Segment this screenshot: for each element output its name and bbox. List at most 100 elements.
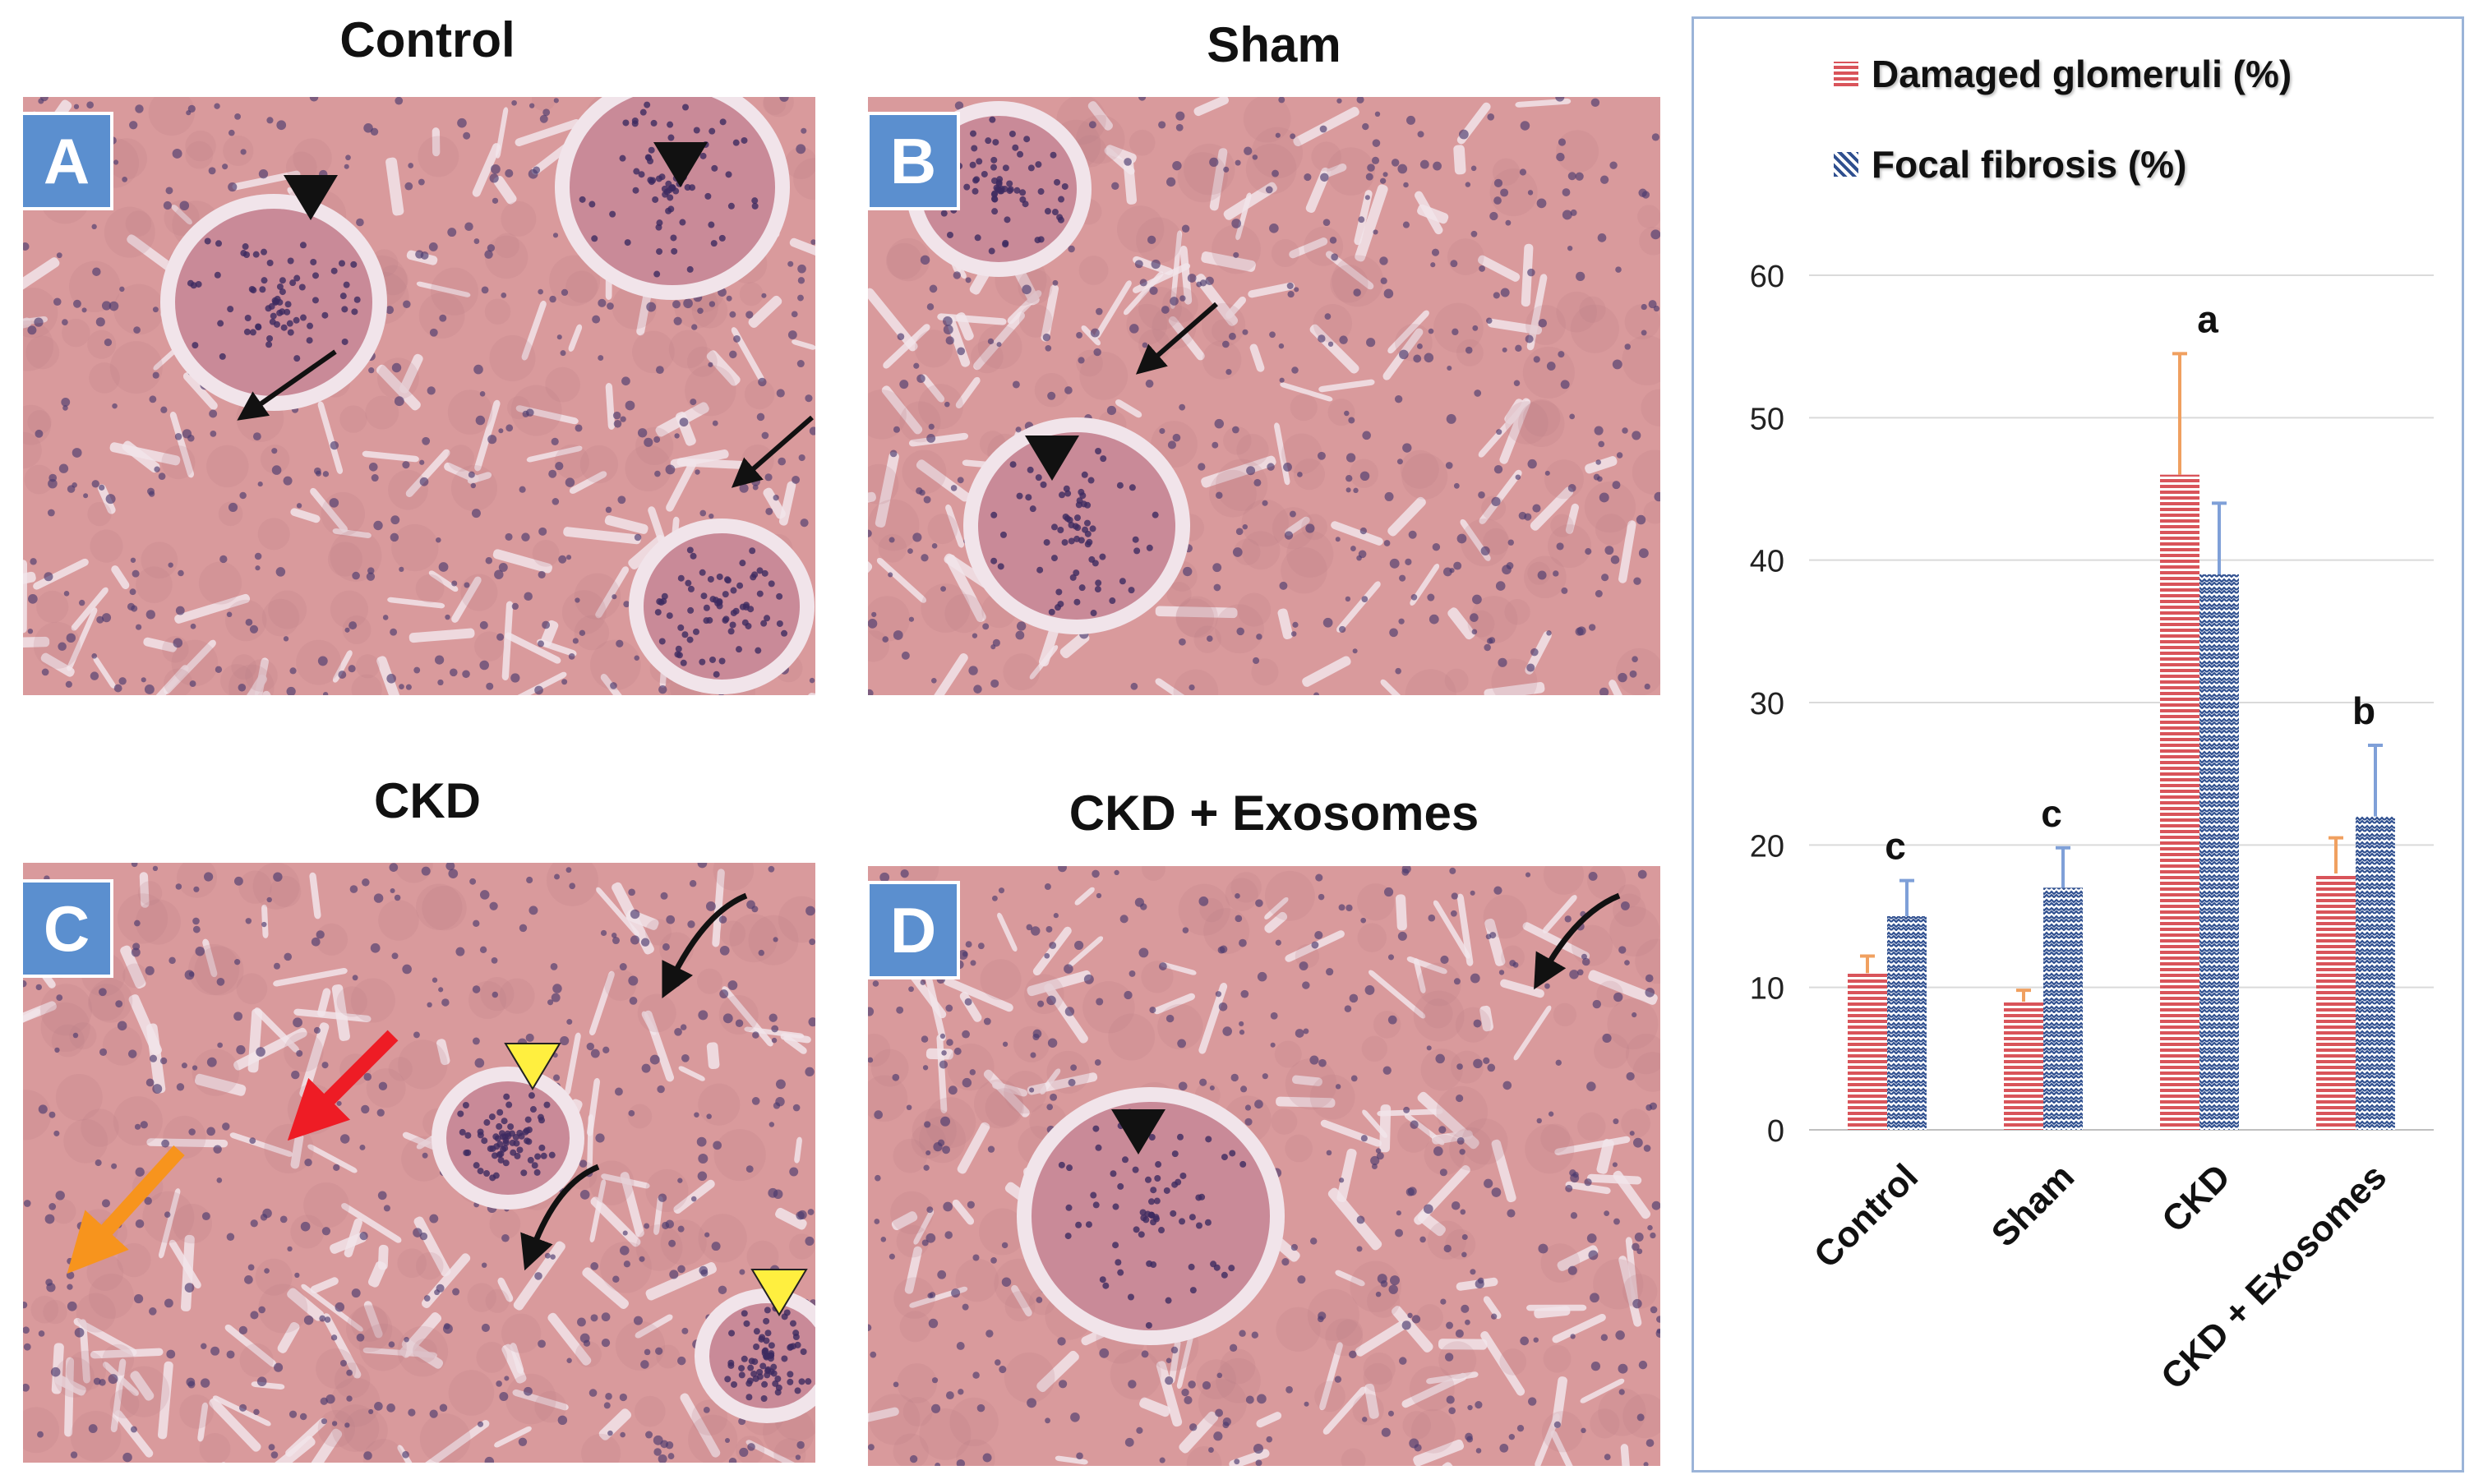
glomerular-nucleus: [631, 117, 639, 124]
glomerular-nucleus: [1112, 1203, 1119, 1210]
cell-shade: [1637, 205, 1660, 228]
nucleus: [1637, 869, 1647, 879]
nucleus: [244, 1275, 253, 1284]
cell-shade: [1543, 1344, 1572, 1373]
cell-shade: [388, 469, 428, 510]
nucleus: [1199, 1078, 1207, 1086]
nucleus: [1460, 1209, 1466, 1215]
nucleus: [1147, 235, 1156, 245]
cell-shade: [447, 389, 493, 435]
nucleus: [1266, 1436, 1273, 1443]
glomerular-nucleus: [1145, 1321, 1152, 1329]
glomerular-nucleus: [1133, 1226, 1140, 1233]
cell-shade: [76, 1293, 116, 1333]
nucleus: [946, 1039, 953, 1046]
nucleus: [1546, 630, 1552, 636]
nucleus: [1124, 990, 1133, 1000]
nucleus: [796, 144, 806, 154]
nucleus: [1419, 1236, 1426, 1243]
nucleus: [939, 1060, 949, 1069]
nucleus: [427, 1002, 432, 1008]
nucleus: [288, 1410, 298, 1418]
nucleus: [1064, 386, 1073, 394]
nucleus: [368, 1408, 374, 1414]
nucleus: [149, 1054, 158, 1062]
nucleus: [1314, 931, 1323, 940]
nucleus: [279, 1215, 288, 1224]
nucleus: [703, 1406, 710, 1413]
cell-shade: [632, 330, 675, 374]
nucleus: [987, 1145, 995, 1153]
glomerular-nucleus: [1179, 1218, 1186, 1225]
cell-shade: [1522, 399, 1561, 437]
glomerular-nucleus: [988, 247, 995, 255]
nucleus: [226, 1350, 235, 1359]
cell-shade: [1136, 217, 1183, 264]
cell-shade: [1276, 1307, 1321, 1352]
nucleus: [1317, 451, 1326, 460]
nucleus: [1030, 1052, 1036, 1058]
tubule-lumen: [569, 471, 607, 494]
nucleus: [213, 1145, 222, 1154]
nucleus: [970, 960, 976, 966]
tubule-lumen: [1264, 896, 1289, 919]
nucleus: [192, 925, 201, 933]
nucleus: [668, 1239, 676, 1247]
nucleus: [1265, 186, 1273, 194]
nucleus: [991, 895, 998, 901]
nucleus: [1202, 1380, 1212, 1390]
nucleus: [560, 350, 566, 357]
glomerular-nucleus: [763, 1337, 770, 1344]
nucleus: [797, 277, 805, 284]
nucleus: [505, 424, 514, 432]
cell-shade: [135, 899, 181, 945]
cell-shade: [350, 1304, 389, 1342]
cell-shade: [413, 1338, 437, 1363]
nucleus: [942, 1145, 951, 1154]
glomerular-nucleus: [729, 621, 736, 629]
cell-shade: [1108, 1013, 1156, 1061]
cell-shade: [177, 863, 217, 898]
y-tick-label: 30: [1750, 687, 1784, 721]
cell-shade: [391, 523, 439, 572]
glomerular-nucleus: [998, 185, 1005, 192]
nucleus: [1524, 513, 1532, 521]
tubule-lumen: [376, 656, 405, 695]
nucleus: [654, 470, 661, 477]
nucleus: [1570, 1212, 1578, 1219]
nucleus: [1447, 365, 1452, 371]
glomerular-nucleus: [293, 355, 301, 362]
nucleus: [1235, 159, 1241, 166]
cell-shade: [1438, 1341, 1477, 1380]
glomerular-nucleus: [477, 1128, 484, 1136]
nucleus: [926, 303, 935, 311]
glomerular-nucleus: [1127, 1293, 1134, 1301]
nucleus: [344, 164, 349, 169]
tubule-lumen: [875, 452, 899, 528]
nucleus: [1618, 946, 1627, 954]
nucleus: [1255, 1459, 1262, 1466]
nucleus: [1624, 343, 1631, 350]
tubule-lumen: [474, 399, 501, 472]
nucleus: [962, 951, 968, 957]
cell-shade: [979, 1208, 1026, 1256]
nucleus: [1446, 413, 1456, 424]
tubule-lumen: [636, 285, 653, 336]
glomerular-nucleus: [787, 1371, 794, 1378]
glomerular-nucleus: [1009, 461, 1017, 468]
nucleus: [987, 338, 995, 345]
cell-shade: [118, 1366, 170, 1417]
nucleus: [1315, 873, 1323, 882]
nucleus: [620, 416, 626, 422]
nucleus: [672, 300, 681, 309]
nucleus: [1442, 567, 1452, 577]
nucleus: [1365, 173, 1373, 181]
cell-shade: [1643, 500, 1660, 524]
tubule-lumen: [109, 442, 181, 466]
nucleus: [926, 433, 936, 443]
tubule-lumen: [1625, 1237, 1639, 1305]
nucleus: [501, 1233, 510, 1242]
nucleus: [510, 673, 520, 683]
nucleus: [439, 314, 447, 322]
nucleus: [469, 878, 477, 885]
